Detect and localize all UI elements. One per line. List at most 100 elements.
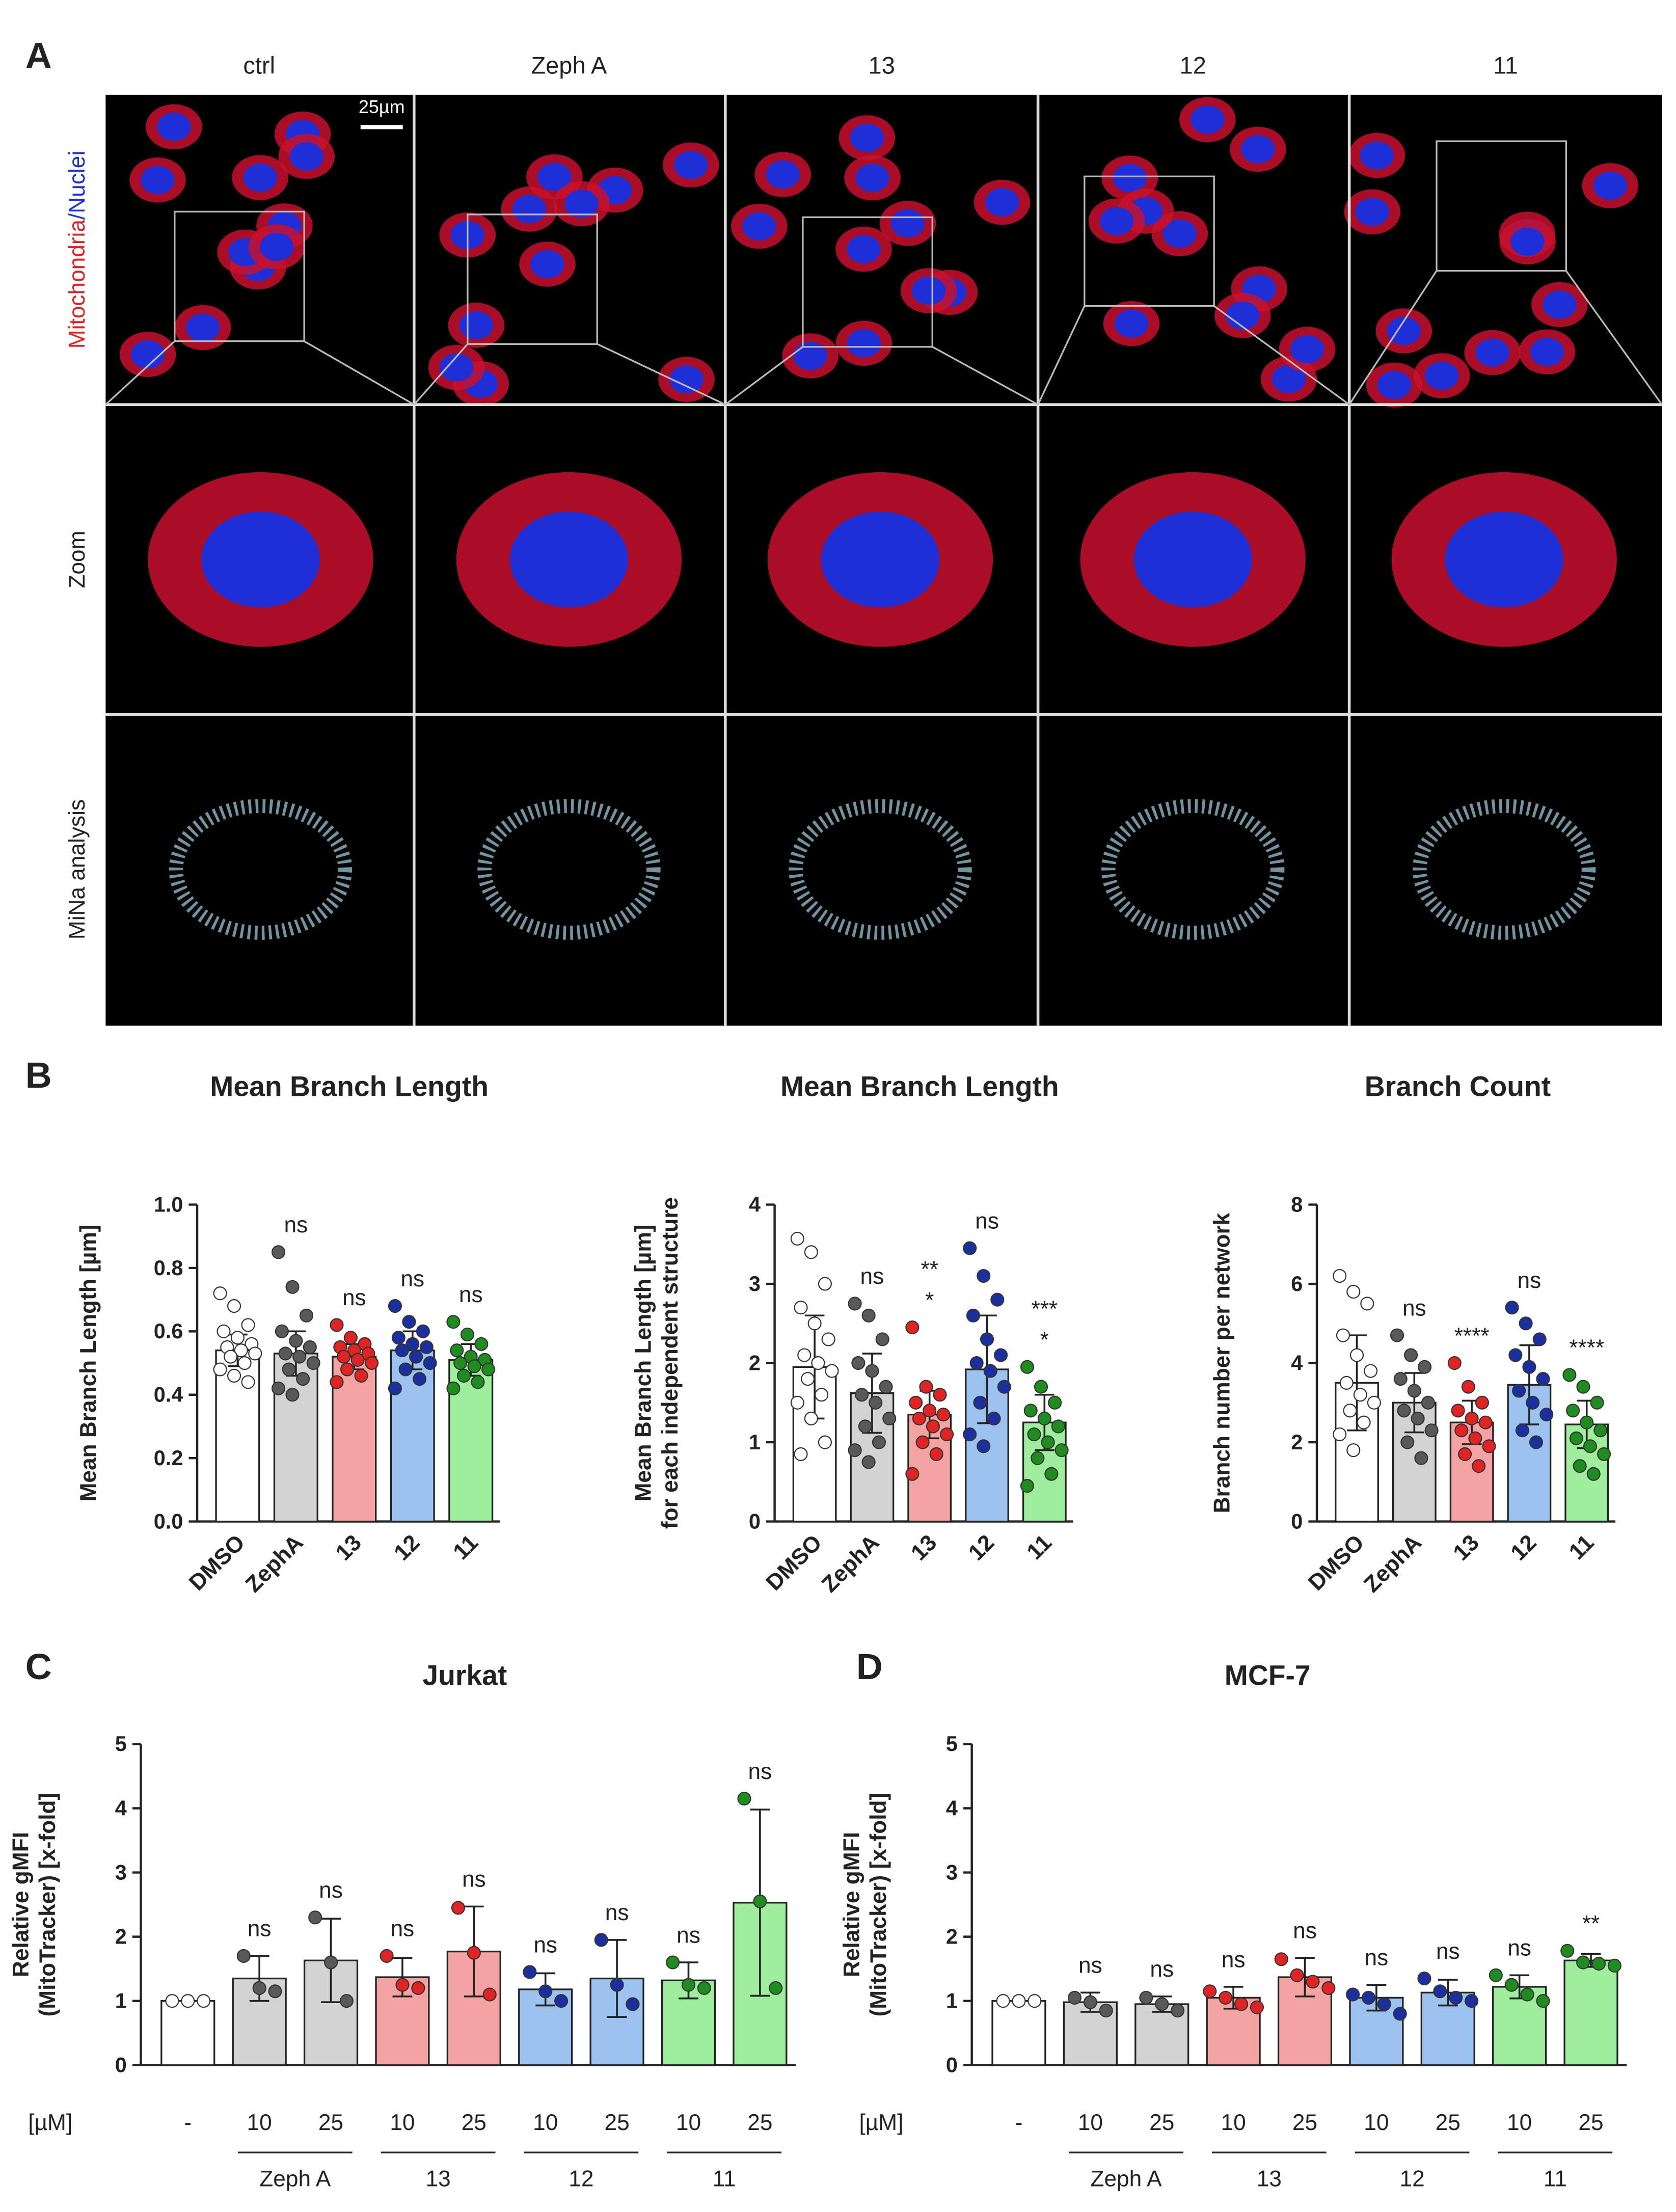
- x-tick-label: 10: [533, 2110, 558, 2135]
- data-point: [872, 1435, 886, 1449]
- data-point: [224, 1350, 238, 1364]
- data-point: [1505, 1301, 1519, 1315]
- row-label-part: Mitochondria: [65, 220, 90, 349]
- data-point: [285, 1388, 300, 1402]
- data-point: [797, 1348, 812, 1362]
- scale-bar-label: 25µm: [359, 96, 405, 117]
- mina-network: [1101, 799, 1285, 940]
- data-point: [1099, 2004, 1113, 2018]
- significance: ***: [1031, 1297, 1058, 1321]
- data-point: [1321, 1981, 1336, 1995]
- cell-nucleus: [821, 511, 940, 608]
- data-point: [450, 1343, 464, 1358]
- data-point: [905, 1467, 920, 1481]
- data-point: [1364, 1364, 1378, 1378]
- data-point: [337, 1350, 351, 1364]
- data-point: [411, 1981, 425, 1995]
- cell-nucleus: [1113, 164, 1147, 193]
- data-point: [1454, 1423, 1469, 1438]
- y-tick-label: 4: [1291, 1351, 1303, 1374]
- significance: ns: [284, 1212, 308, 1237]
- x-tick-label: 25: [605, 2110, 630, 2135]
- data-point: [292, 1350, 307, 1364]
- data-point: [354, 1368, 368, 1383]
- data-point: [1465, 1994, 1479, 2008]
- data-point: [929, 1447, 943, 1461]
- data-point: [1377, 1997, 1391, 2011]
- x-tick-label: 11: [1022, 1530, 1057, 1564]
- data-point: [875, 1332, 889, 1346]
- data-point: [330, 1318, 344, 1332]
- error-bar: [1295, 1957, 1315, 1998]
- cell-nucleus: [157, 113, 191, 141]
- y-tick-label: 0.8: [154, 1256, 183, 1280]
- significance: **: [1582, 1911, 1600, 1936]
- data-point: [1465, 1411, 1479, 1425]
- data-point: [855, 1388, 869, 1402]
- data-point: [963, 1427, 977, 1442]
- significance: ns: [605, 1900, 629, 1925]
- data-point: [865, 1364, 879, 1378]
- data-point: [923, 1404, 937, 1418]
- unit-label: [µM]: [859, 2110, 903, 2135]
- data-point: [790, 1395, 804, 1410]
- cell-nucleus: [1360, 141, 1394, 170]
- x-tick-label: 12: [964, 1530, 999, 1565]
- x-tick-label: -: [1015, 2110, 1023, 2135]
- data-point: [983, 1364, 997, 1378]
- significance: ns: [319, 1878, 343, 1903]
- row-label: Zoom: [65, 531, 90, 588]
- significance: ns: [1402, 1296, 1426, 1320]
- data-point: [1433, 1984, 1447, 1999]
- cell-nucleus: [243, 163, 277, 192]
- data-point: [1155, 1997, 1169, 2011]
- data-point: [1526, 1395, 1540, 1410]
- data-point: [790, 1231, 804, 1246]
- cell-nucleus: [459, 311, 494, 340]
- data-point: [818, 1277, 832, 1291]
- data-point: [1532, 1332, 1547, 1346]
- data-point: [1451, 1404, 1465, 1418]
- data-point: [380, 1949, 394, 1963]
- data-point: [241, 1375, 255, 1389]
- y-axis-label: Branch number per network: [1210, 1212, 1235, 1513]
- data-point: [467, 1946, 481, 1960]
- significance: ****: [1569, 1335, 1604, 1360]
- grid-lines: [105, 94, 1662, 1026]
- data-point: [1020, 1479, 1035, 1493]
- data-point: [1458, 1447, 1472, 1461]
- significance: ns: [248, 1917, 272, 1941]
- y-tick-label: 2: [115, 1924, 127, 1948]
- data-point: [388, 1381, 402, 1395]
- data-point: [402, 1315, 416, 1329]
- group-label: Zeph A: [259, 2167, 331, 2192]
- data-point: [1472, 1459, 1486, 1473]
- bar: [273, 1353, 318, 1523]
- row-label-part: /Nuclei: [65, 151, 90, 220]
- data-point: [851, 1356, 866, 1370]
- significance: ns: [459, 1282, 483, 1307]
- error-bar: [1438, 1979, 1458, 2007]
- data-point: [1478, 1415, 1493, 1429]
- data-point: [278, 1346, 292, 1361]
- data-point: [213, 1362, 227, 1377]
- data-point: [1360, 1297, 1374, 1311]
- cell-nucleus: [509, 511, 629, 608]
- significance: ns: [677, 1923, 700, 1948]
- cell-nucleus: [766, 160, 800, 189]
- data-point: [1536, 1994, 1550, 2008]
- data-point: [1250, 2000, 1264, 2014]
- data-point: [340, 1362, 355, 1377]
- data-point: [1482, 1439, 1496, 1453]
- data-point: [1583, 1439, 1598, 1453]
- data-point: [423, 1356, 437, 1370]
- data-point: [1519, 1316, 1533, 1331]
- group-label: 11: [713, 2167, 736, 2192]
- data-point: [1468, 1431, 1482, 1445]
- chart-title: MCF-7: [1225, 1659, 1311, 1691]
- data-point: [1353, 1388, 1367, 1402]
- data-point: [471, 1375, 485, 1389]
- x-tick-label: -: [184, 2110, 192, 2135]
- x-tick-label: 10: [1221, 2110, 1246, 2135]
